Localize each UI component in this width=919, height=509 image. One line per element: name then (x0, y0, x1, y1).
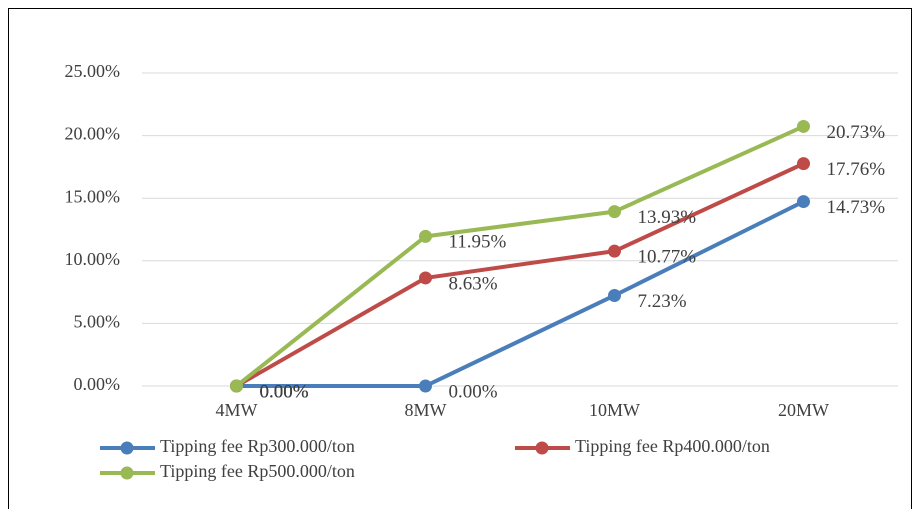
series-point (797, 119, 810, 133)
series-point (419, 229, 432, 243)
legend-label: Tipping fee Rp400.000/ton (575, 436, 770, 456)
series-point (419, 379, 432, 393)
series-point (797, 195, 810, 209)
data-label: 11.95% (449, 232, 507, 253)
data-label: 10.77% (638, 247, 697, 268)
x-tick-label: 8MW (405, 400, 447, 420)
x-tick-label: 20MW (778, 400, 829, 420)
x-tick-label: 4MW (216, 400, 258, 420)
legend-label: Tipping fee Rp500.000/ton (160, 461, 355, 481)
data-label: 17.76% (827, 159, 886, 180)
y-tick-label: 10.00% (65, 249, 121, 269)
series-line (236, 199, 805, 388)
y-tick-label: 0.00% (74, 374, 121, 394)
y-tick-label: 15.00% (65, 186, 121, 206)
chart-border (8, 8, 912, 509)
legend-marker (535, 441, 549, 455)
data-label: 0.00% (260, 381, 309, 402)
series-point (230, 379, 243, 393)
legend-marker (120, 441, 134, 455)
series-point (608, 205, 621, 219)
data-label: 7.23% (638, 291, 687, 312)
y-tick-label: 25.00% (65, 61, 121, 81)
y-tick-label: 20.00% (65, 124, 121, 144)
data-label: 0.00% (260, 381, 309, 402)
data-label: 8.63% (449, 273, 498, 294)
series-line (235, 161, 805, 388)
series-point (797, 157, 810, 171)
data-label: 13.93% (638, 207, 697, 228)
series-point (608, 244, 621, 258)
series-point (608, 288, 621, 302)
x-tick-label: 10MW (589, 400, 640, 420)
y-tick-label: 5.00% (74, 312, 121, 332)
data-label: 0.00% (260, 381, 309, 402)
legend-marker (120, 466, 134, 480)
data-label: 20.73% (827, 122, 886, 143)
series-point (419, 271, 432, 285)
data-label: 0.00% (449, 381, 498, 402)
data-label: 14.73% (827, 197, 886, 218)
series-line (235, 124, 805, 388)
legend-label: Tipping fee Rp300.000/ton (160, 436, 355, 456)
